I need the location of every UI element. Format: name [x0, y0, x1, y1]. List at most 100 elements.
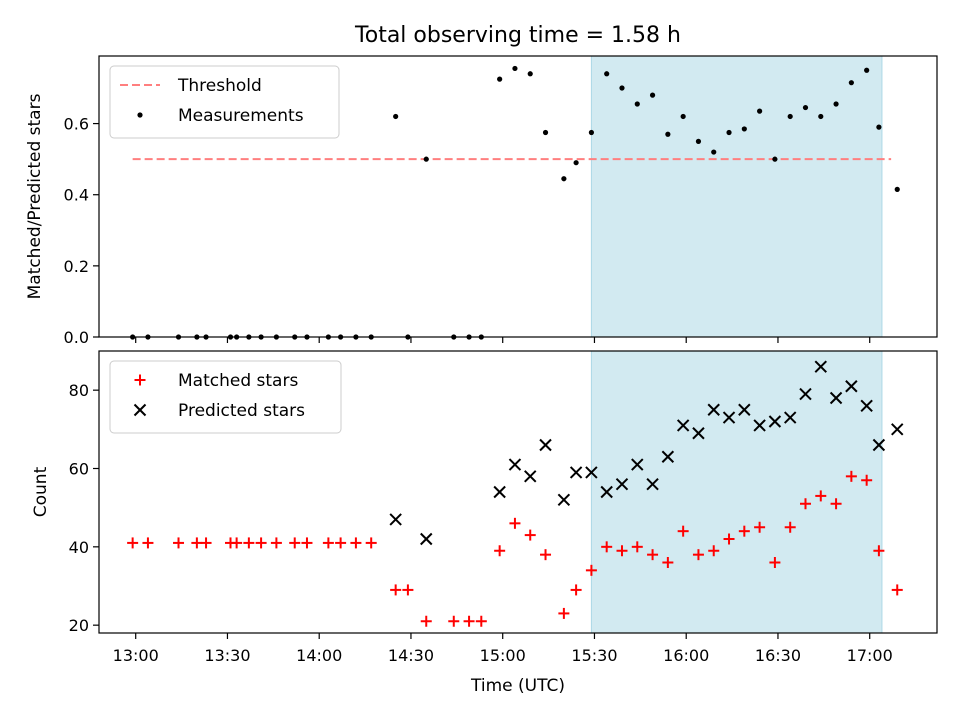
matched-stars-point — [692, 549, 704, 561]
top-y-axis: 0.0 0.2 0.4 0.6 — [64, 115, 99, 347]
predicted-stars-point — [569, 466, 583, 479]
matched-stars-point — [402, 584, 414, 596]
matched-stars-point — [845, 470, 857, 482]
measurements-point — [588, 129, 595, 136]
predicted-stars-point — [799, 387, 812, 401]
legend-marker — [134, 374, 146, 386]
matched-stars-point — [191, 537, 203, 549]
matched-stars-point — [420, 615, 432, 627]
y-tick-label: 80 — [69, 381, 89, 400]
predicted-stars-point — [557, 493, 571, 507]
measurements-point — [818, 113, 824, 120]
x-axis-label: Time (UTC) — [470, 676, 565, 696]
measurements-point — [757, 108, 763, 114]
predicted-stars-point — [585, 466, 598, 479]
matched-stars-point — [662, 557, 674, 568]
bottom-legend: Matched stars Predicted stars — [109, 360, 342, 434]
y-tick-label: 0.2 — [64, 257, 89, 276]
predicted-stars-point — [600, 485, 613, 499]
predicted-stars-point — [768, 415, 782, 428]
matched-stars-point — [335, 537, 347, 549]
matched-stars-point — [738, 525, 750, 537]
x-tick-label: 14:00 — [296, 646, 342, 665]
predicted-stars-point — [753, 419, 766, 432]
predicted-stars-point — [722, 411, 736, 424]
matched-stars-point — [616, 545, 628, 557]
matched-stars-point — [677, 525, 689, 537]
matched-stars-point — [231, 537, 243, 549]
matched-stars-point — [873, 545, 885, 557]
matched-stars-point — [243, 537, 255, 549]
measurements-point — [573, 160, 579, 166]
top-y-axis-label: Matched/Predicted stars — [25, 93, 45, 299]
measurements-point — [634, 101, 640, 107]
matched-stars-point — [815, 490, 827, 502]
matched-stars-point — [754, 521, 766, 533]
bottom-y-axis-label: Count — [31, 466, 51, 517]
legend-label: Matched stars — [178, 371, 298, 391]
matched-stars-point — [475, 615, 487, 627]
observing-window-highlight — [590, 350, 883, 634]
measurements-point — [619, 85, 625, 91]
predicted-stars-point — [676, 419, 690, 432]
top-x-tick-marks — [135, 337, 871, 343]
predicted-stars-point — [508, 458, 522, 471]
predicted-stars-point — [631, 458, 644, 471]
measurements-point — [604, 71, 610, 77]
matched-stars-point — [769, 557, 781, 568]
measurements-point — [848, 80, 854, 86]
measurements-point — [497, 76, 503, 82]
top-panel: 0.0 0.2 0.4 0.6 Matched/Predicted stars Thr… — [25, 55, 938, 347]
legend-marker — [133, 403, 147, 417]
predicted-stars-point — [829, 391, 843, 405]
x-tick-label: 15:30 — [571, 646, 617, 665]
matched-stars-point — [830, 498, 842, 510]
predicted-stars-point — [692, 427, 705, 440]
predicted-stars-point — [493, 485, 506, 499]
measurements-point — [680, 113, 686, 120]
matched-stars-point — [723, 533, 735, 545]
bottom-x-axis: 13:00 13:30 14:00 14:30 15:00 15:30 16:00 16:30… — [113, 633, 893, 665]
legend-box — [109, 65, 340, 139]
measurements-point — [864, 67, 870, 73]
matched-stars-point — [173, 537, 185, 549]
y-tick-label: 0.4 — [64, 186, 89, 205]
matched-stars-point — [570, 584, 582, 596]
matched-stars-point — [601, 541, 613, 553]
matched-stars-point — [301, 537, 313, 549]
matched-stars-point — [524, 529, 536, 541]
matched-stars-point — [350, 537, 362, 549]
matched-stars-point — [255, 537, 267, 549]
measurements-point — [802, 104, 809, 111]
top-axes-frame — [98, 55, 938, 338]
y-tick-label: 0.6 — [64, 115, 89, 134]
measurements-point — [711, 149, 717, 155]
matched-stars-point — [365, 537, 377, 549]
predicted-stars-point — [738, 403, 751, 416]
measurements-point — [423, 156, 429, 162]
matched-stars-point — [799, 498, 811, 510]
legend-label: Threshold — [177, 76, 262, 96]
legend-label: Predicted stars — [178, 401, 305, 421]
predicted-stars-point — [389, 513, 402, 526]
matched-stars-point — [708, 545, 720, 557]
measurements-point — [876, 124, 882, 130]
measurements-point — [393, 113, 399, 120]
matched-stars-point — [891, 584, 903, 596]
x-tick-label: 13:00 — [113, 646, 159, 665]
observing-window-highlight — [590, 55, 883, 338]
predicted-stars-point — [524, 470, 537, 483]
x-tick-label: 16:30 — [755, 646, 801, 665]
matched-stars-point — [127, 537, 139, 549]
predicted-stars-point — [707, 403, 720, 416]
matched-stars-point — [448, 615, 460, 627]
matched-stars-point — [270, 537, 282, 549]
y-tick-label: 20 — [69, 616, 89, 635]
measurements-point — [894, 186, 900, 192]
x-tick-label: 13:30 — [204, 646, 250, 665]
bottom-plot-marks — [127, 360, 904, 627]
y-tick-label: 60 — [69, 460, 89, 479]
measurements-point — [649, 92, 656, 98]
matched-stars-point — [142, 537, 154, 549]
